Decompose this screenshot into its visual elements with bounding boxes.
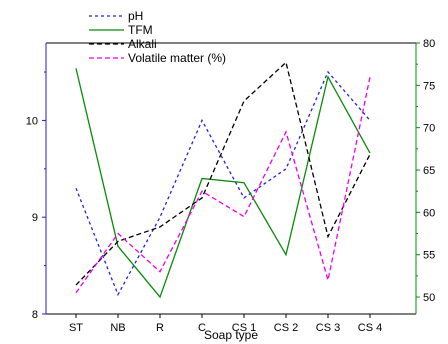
right-y-tick-label-50: 50 — [423, 292, 435, 304]
x-tick-label-cs-4: CS 4 — [358, 322, 382, 334]
right-y-tick-label-70: 70 — [423, 123, 435, 135]
x-axis-label: Soap type — [204, 328, 258, 342]
x-tick-label-r: R — [156, 322, 164, 334]
legend-label-ph: pH — [128, 9, 143, 23]
right-y-tick-label-75: 75 — [423, 80, 435, 92]
series-lines — [76, 62, 370, 297]
legend-label-alkali: Alkali — [128, 37, 157, 51]
left-y-tick-label-8: 8 — [32, 309, 38, 321]
series-line-volatile-matter — [76, 77, 370, 293]
left-y-tick-label-10: 10 — [26, 115, 38, 127]
x-tick-label-st: ST — [69, 322, 83, 334]
right-y-tick-label-60: 60 — [423, 207, 435, 219]
series-line-tfm — [76, 68, 370, 297]
x-tick-label-cs-2: CS 2 — [274, 322, 298, 334]
x-tick-label-nb: NB — [110, 322, 125, 334]
right-y-tick-label-80: 80 — [423, 38, 435, 50]
legend-label-tfm: TFM — [128, 23, 153, 37]
series-line-alkali — [76, 62, 370, 285]
left-y-tick-label-9: 9 — [32, 212, 38, 224]
x-tick-label-cs-3: CS 3 — [316, 322, 340, 334]
right-y-tick-label-55: 55 — [423, 250, 435, 262]
series-line-ph — [76, 72, 370, 295]
legend-label-volatile-matter: Volatile matter (%) — [128, 51, 226, 65]
right-y-tick-label-65: 65 — [423, 165, 435, 177]
